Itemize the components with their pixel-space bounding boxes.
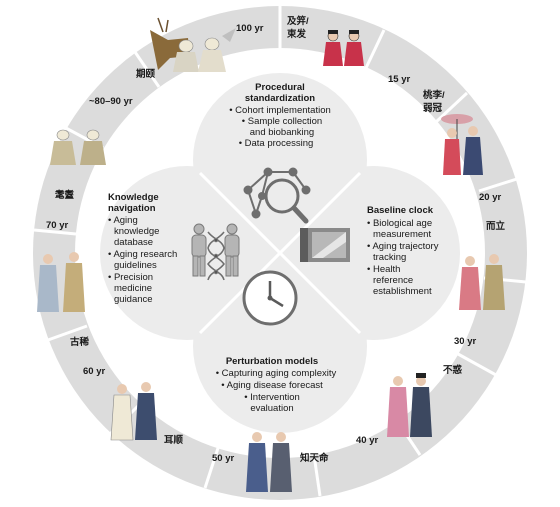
- ring-label: 40 yr: [356, 435, 378, 446]
- ring-label: 50 yr: [212, 453, 234, 464]
- dna-people-icon: [191, 223, 240, 281]
- petal-left-text: Knowledge navigation • Aging knowledge d…: [108, 192, 177, 305]
- ring-label: 弱冠: [423, 103, 443, 114]
- petal-item: and biobanking: [250, 127, 314, 138]
- ring-label: 20 yr: [479, 192, 501, 203]
- petal-title: Procedural: [255, 82, 305, 93]
- petal-group: [100, 73, 460, 433]
- petal-item: reference: [373, 275, 413, 286]
- ring-label: 60 yr: [83, 366, 105, 377]
- figure-pair-30yr: [459, 254, 505, 310]
- petal-item: • Capturing aging complexity: [216, 368, 337, 379]
- ring-label: 桃李/: [423, 89, 445, 101]
- ring-labels: 100 yr 及笄/ 束发 15 yr 桃李/ 弱冠 20 yr 而立 30 y…: [46, 15, 506, 464]
- petal-title: Knowledge: [108, 192, 159, 203]
- ring-label: 及笄/: [287, 15, 309, 27]
- petal-item: knowledge: [114, 226, 159, 237]
- petal-item: • Biological age: [367, 218, 432, 229]
- ring-label: 15 yr: [388, 74, 410, 85]
- figure-pair-70yr: [37, 252, 85, 312]
- ring-label: 耳顺: [164, 435, 184, 446]
- ring-label: 30 yr: [454, 336, 476, 347]
- petal-divider: [198, 171, 362, 335]
- ring-label: 而立: [486, 220, 506, 232]
- figure-pair-80yr: [50, 129, 106, 165]
- ring-label: 100 yr: [236, 23, 264, 34]
- petal-bottom: [193, 259, 367, 433]
- petal-title: standardization: [245, 93, 315, 104]
- petal-item: • Aging trajectory: [367, 241, 439, 252]
- figure-pair-20yr: [441, 114, 483, 175]
- ring-label: 70 yr: [46, 220, 68, 231]
- petal-item: guidance: [114, 294, 153, 305]
- petal-item: • Intervention: [244, 392, 300, 403]
- network-magnifier-icon: [243, 167, 311, 224]
- petal-title: navigation: [108, 203, 156, 214]
- petal-item: • Health: [367, 264, 400, 275]
- petal-title: Perturbation models: [226, 356, 318, 367]
- petal-bottom-text: Perturbation models • Capturing aging co…: [216, 356, 337, 414]
- ring-label: ~80–90 yr: [89, 96, 133, 107]
- mirror-icon: [300, 228, 350, 262]
- figure-pair-50yr: [246, 432, 292, 492]
- petal-item: • Aging: [108, 215, 138, 226]
- petal-item: • Precision: [108, 272, 153, 283]
- petal-item: tracking: [373, 252, 406, 263]
- petal-item: guidelines: [114, 260, 157, 271]
- figure-pair-40yr: [387, 373, 432, 437]
- petal-item: database: [114, 237, 153, 248]
- petal-right-text: Baseline clock • Biological age measurem…: [367, 205, 439, 297]
- petal-item: • Cohort implementation: [229, 105, 331, 116]
- ring-label: 束发: [287, 28, 307, 40]
- ring-label: 耄耋: [54, 189, 75, 201]
- ring-label: 期颐: [136, 68, 156, 80]
- petal-item: • Data processing: [239, 138, 314, 149]
- clock-icon: [242, 270, 298, 326]
- ring-label: 知天命: [299, 452, 329, 464]
- petal-item: evaluation: [250, 403, 293, 414]
- petal-item: measurement: [373, 229, 431, 240]
- petal-item: medicine: [114, 283, 152, 294]
- figure-group-100yr: [150, 17, 236, 72]
- petal-title: Baseline clock: [367, 205, 434, 216]
- figure-pair-60yr: [110, 382, 157, 441]
- ring-label: 不惑: [443, 364, 463, 376]
- petal-item: establishment: [373, 286, 432, 297]
- petal-item: • Aging disease forecast: [221, 380, 323, 391]
- petal-top-text: Procedural standardization • Cohort impl…: [229, 82, 331, 149]
- figure-pair-15yr: [323, 30, 364, 66]
- petal-item: • Sample collection: [242, 116, 322, 127]
- ring-label: 古稀: [70, 336, 90, 348]
- petal-item: • Aging research: [108, 249, 177, 260]
